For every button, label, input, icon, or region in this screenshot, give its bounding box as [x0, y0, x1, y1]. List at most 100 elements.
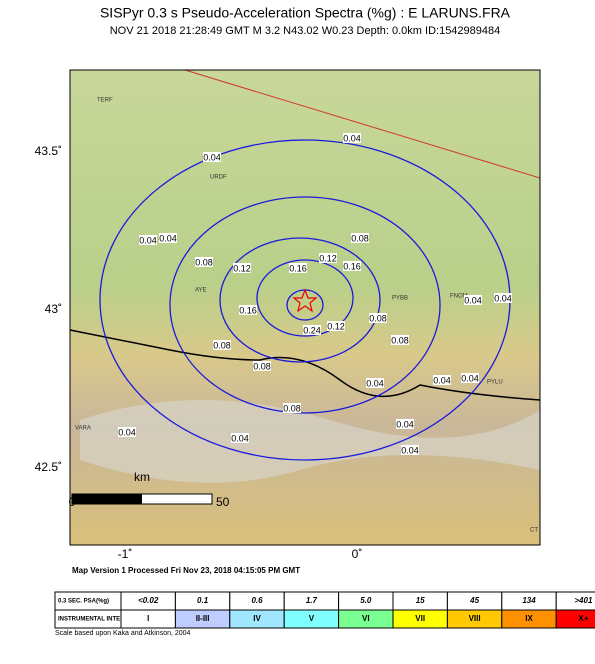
contour-label: 0.12 — [319, 253, 337, 263]
contour-label-bg — [283, 403, 301, 413]
station-label: TERF — [97, 98, 113, 104]
contour-label-bg — [159, 233, 177, 243]
contour-label: 0.04 — [139, 235, 157, 245]
scale-end: 50 — [216, 495, 230, 509]
contour-label: 0.08 — [351, 233, 369, 243]
lat-label: 43.5˚ — [35, 144, 62, 158]
map — [69, 69, 541, 546]
station-label: AYE — [195, 288, 207, 294]
contour-label: 0.16 — [289, 263, 307, 273]
station-label: PYBB — [392, 296, 408, 302]
contour-label: 0.04 — [159, 233, 177, 243]
scale-unit: km — [134, 470, 150, 484]
contour-label: 0.04 — [461, 373, 479, 383]
contour-label-bg — [461, 373, 479, 383]
contour-label: 0.04 — [203, 152, 221, 162]
psa-value: 0.6 — [251, 596, 263, 605]
intensity-value: VII — [415, 614, 425, 623]
contour-label: 0.24 — [303, 325, 321, 335]
contour-label-bg — [213, 340, 231, 350]
contour-label-bg — [203, 152, 221, 162]
contour-label-bg — [253, 361, 271, 371]
scale-bar-fill — [72, 494, 142, 504]
contour-label-bg — [343, 261, 361, 271]
title: SISPyr 0.3 s Pseudo-Acceleration Spectra… — [100, 5, 511, 21]
contour — [169, 196, 441, 414]
intensity-value: VI — [362, 614, 370, 623]
contour-label: 0.12 — [233, 263, 251, 273]
intensity-value: VIII — [469, 614, 481, 623]
psa-value: 5.0 — [360, 596, 372, 605]
psa-value: 15 — [416, 596, 425, 605]
fault-line — [184, 69, 541, 179]
scale-start: 0 — [69, 495, 76, 509]
station-label: URDF — [210, 175, 227, 181]
intensity-value: II-III — [196, 614, 210, 623]
psa-value: <0.02 — [138, 596, 159, 605]
border — [69, 329, 541, 401]
contour-label: 0.08 — [391, 335, 409, 345]
contour — [256, 259, 354, 337]
station-label: CT — [530, 528, 538, 534]
contour-label-bg — [351, 233, 369, 243]
lon-label: 0˚ — [352, 547, 363, 561]
contour-label-bg — [396, 419, 414, 429]
contour-label: 0.08 — [195, 257, 213, 267]
legend: 0.3 SEC. PSA(%g) INSTRUMENTAL INTENSITY <0… — [54, 591, 595, 629]
contour-label-bg — [139, 235, 157, 245]
contour-label-bg — [327, 321, 345, 331]
contour-label-bg — [231, 433, 249, 443]
contour-label: 0.04 — [118, 427, 136, 437]
station-label: PYLU — [487, 380, 503, 386]
intensity-value: I — [147, 614, 149, 623]
contour-label: 0.04 — [494, 293, 512, 303]
processed-note: Map Version 1 Processed Fri Nov 23, 2018… — [72, 566, 300, 575]
contour-label-bg — [319, 253, 337, 263]
contour-label-bg — [289, 263, 307, 273]
intensity-value: IX — [525, 614, 533, 623]
contour-label: 0.08 — [283, 403, 301, 413]
contour-label-bg — [433, 375, 451, 385]
contour-label: 0.04 — [464, 295, 482, 305]
psa-value: 0.1 — [197, 596, 209, 605]
contour-label-bg — [343, 133, 361, 143]
contour-label-bg — [391, 335, 409, 345]
psa-value: 1.7 — [306, 596, 318, 605]
intensity-value: V — [309, 614, 315, 623]
contour-label: 0.04 — [343, 133, 361, 143]
contour-label: 0.08 — [253, 361, 271, 371]
intensity-value: IV — [253, 614, 261, 623]
lat-label: 42.5˚ — [35, 460, 62, 474]
mountains — [80, 400, 540, 483]
contour-label: 0.16 — [239, 305, 257, 315]
contour-label-bg — [239, 305, 257, 315]
psa-value: 45 — [469, 596, 479, 605]
contour-label-bg — [118, 427, 136, 437]
contour-label-bg — [464, 295, 482, 305]
contour-label: 0.04 — [401, 445, 419, 455]
subtitle: NOV 21 2018 21:28:49 GMT M 3.2 N43.02 W0… — [110, 25, 501, 37]
contour-label-bg — [494, 293, 512, 303]
epicenter — [292, 288, 318, 313]
psa-value: 134 — [522, 596, 536, 605]
station-label: FNOM — [450, 294, 468, 300]
contour-label: 0.08 — [369, 313, 387, 323]
intensity-cell — [555, 609, 595, 629]
contour-label: 0.04 — [231, 433, 249, 443]
station-label: VARA — [75, 426, 91, 432]
contour-label-bg — [369, 313, 387, 323]
contour — [219, 237, 381, 363]
contour-label: 0.04 — [433, 375, 451, 385]
contour-label: 0.04 — [366, 378, 384, 388]
scale-note: Scale based upon Kaka and Atkinson, 2004 — [55, 630, 191, 637]
contour-label-bg — [233, 263, 251, 273]
contour-label-bg — [401, 445, 419, 455]
psa-header: 0.3 SEC. PSA(%g) — [58, 599, 109, 605]
contour-label-bg — [303, 325, 321, 335]
contour-label: 0.12 — [327, 321, 345, 331]
lat-label: 43˚ — [45, 302, 62, 316]
intensity-header: INSTRUMENTAL INTENSITY — [58, 617, 138, 623]
lon-label: -1˚ — [118, 547, 133, 561]
